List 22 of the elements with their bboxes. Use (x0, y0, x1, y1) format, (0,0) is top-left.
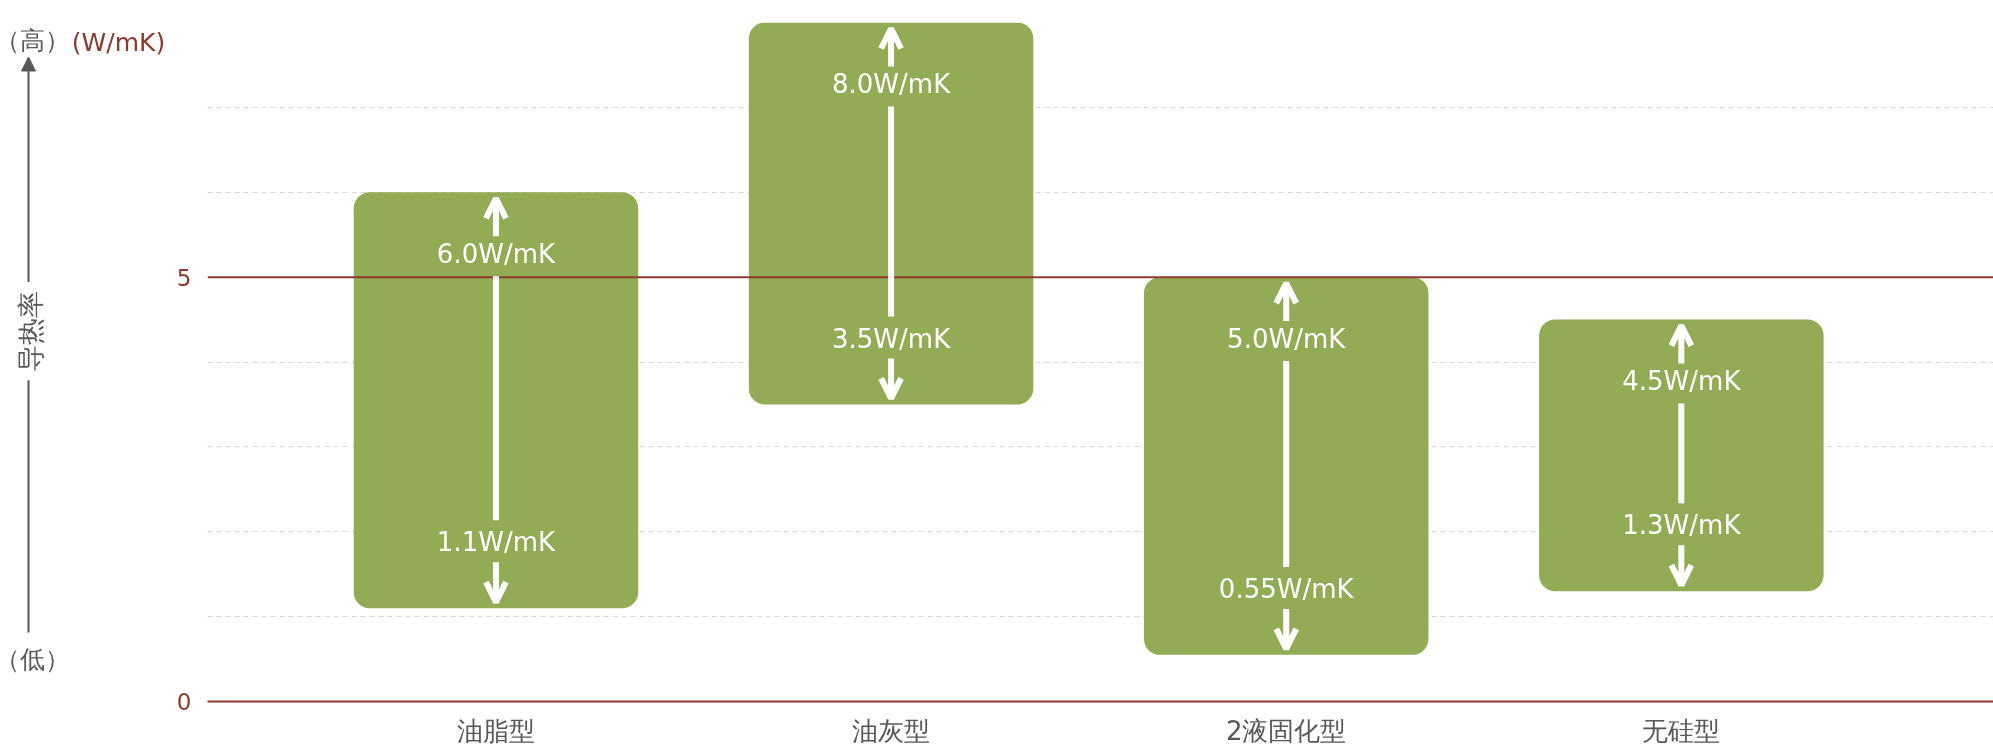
y-tick-label: 0 (176, 689, 192, 715)
annotation: 1.3W/mK (1622, 510, 1742, 541)
y-axis-title: 导热率 (15, 290, 46, 372)
text: （高） (0, 26, 70, 56)
bar (748, 22, 1034, 405)
annotation: 5.0W/mK (1227, 324, 1347, 355)
x-tick-label: 油灰型 (852, 715, 931, 746)
annotation: 0.55W/mK (1218, 573, 1355, 604)
x-tick-label: 2液固化型 (1225, 715, 1347, 746)
annotation: 6.0W/mK (436, 239, 556, 270)
annotation: 4.5W/mK (1622, 366, 1742, 397)
annotation: 1.1W/mK (436, 527, 556, 558)
x-tick-label: 无硅型 (1642, 715, 1721, 746)
x-tick-label: 油脂型 (456, 715, 535, 746)
annotation: 8.0W/mK (831, 69, 952, 100)
bar (353, 192, 639, 609)
bar (1143, 277, 1429, 655)
text: (W/mK) (71, 27, 166, 57)
y-tick-label: 5 (176, 264, 192, 291)
annotation: 3.5W/mK (831, 323, 952, 354)
bar (1539, 319, 1824, 592)
text: （低） (0, 645, 70, 675)
